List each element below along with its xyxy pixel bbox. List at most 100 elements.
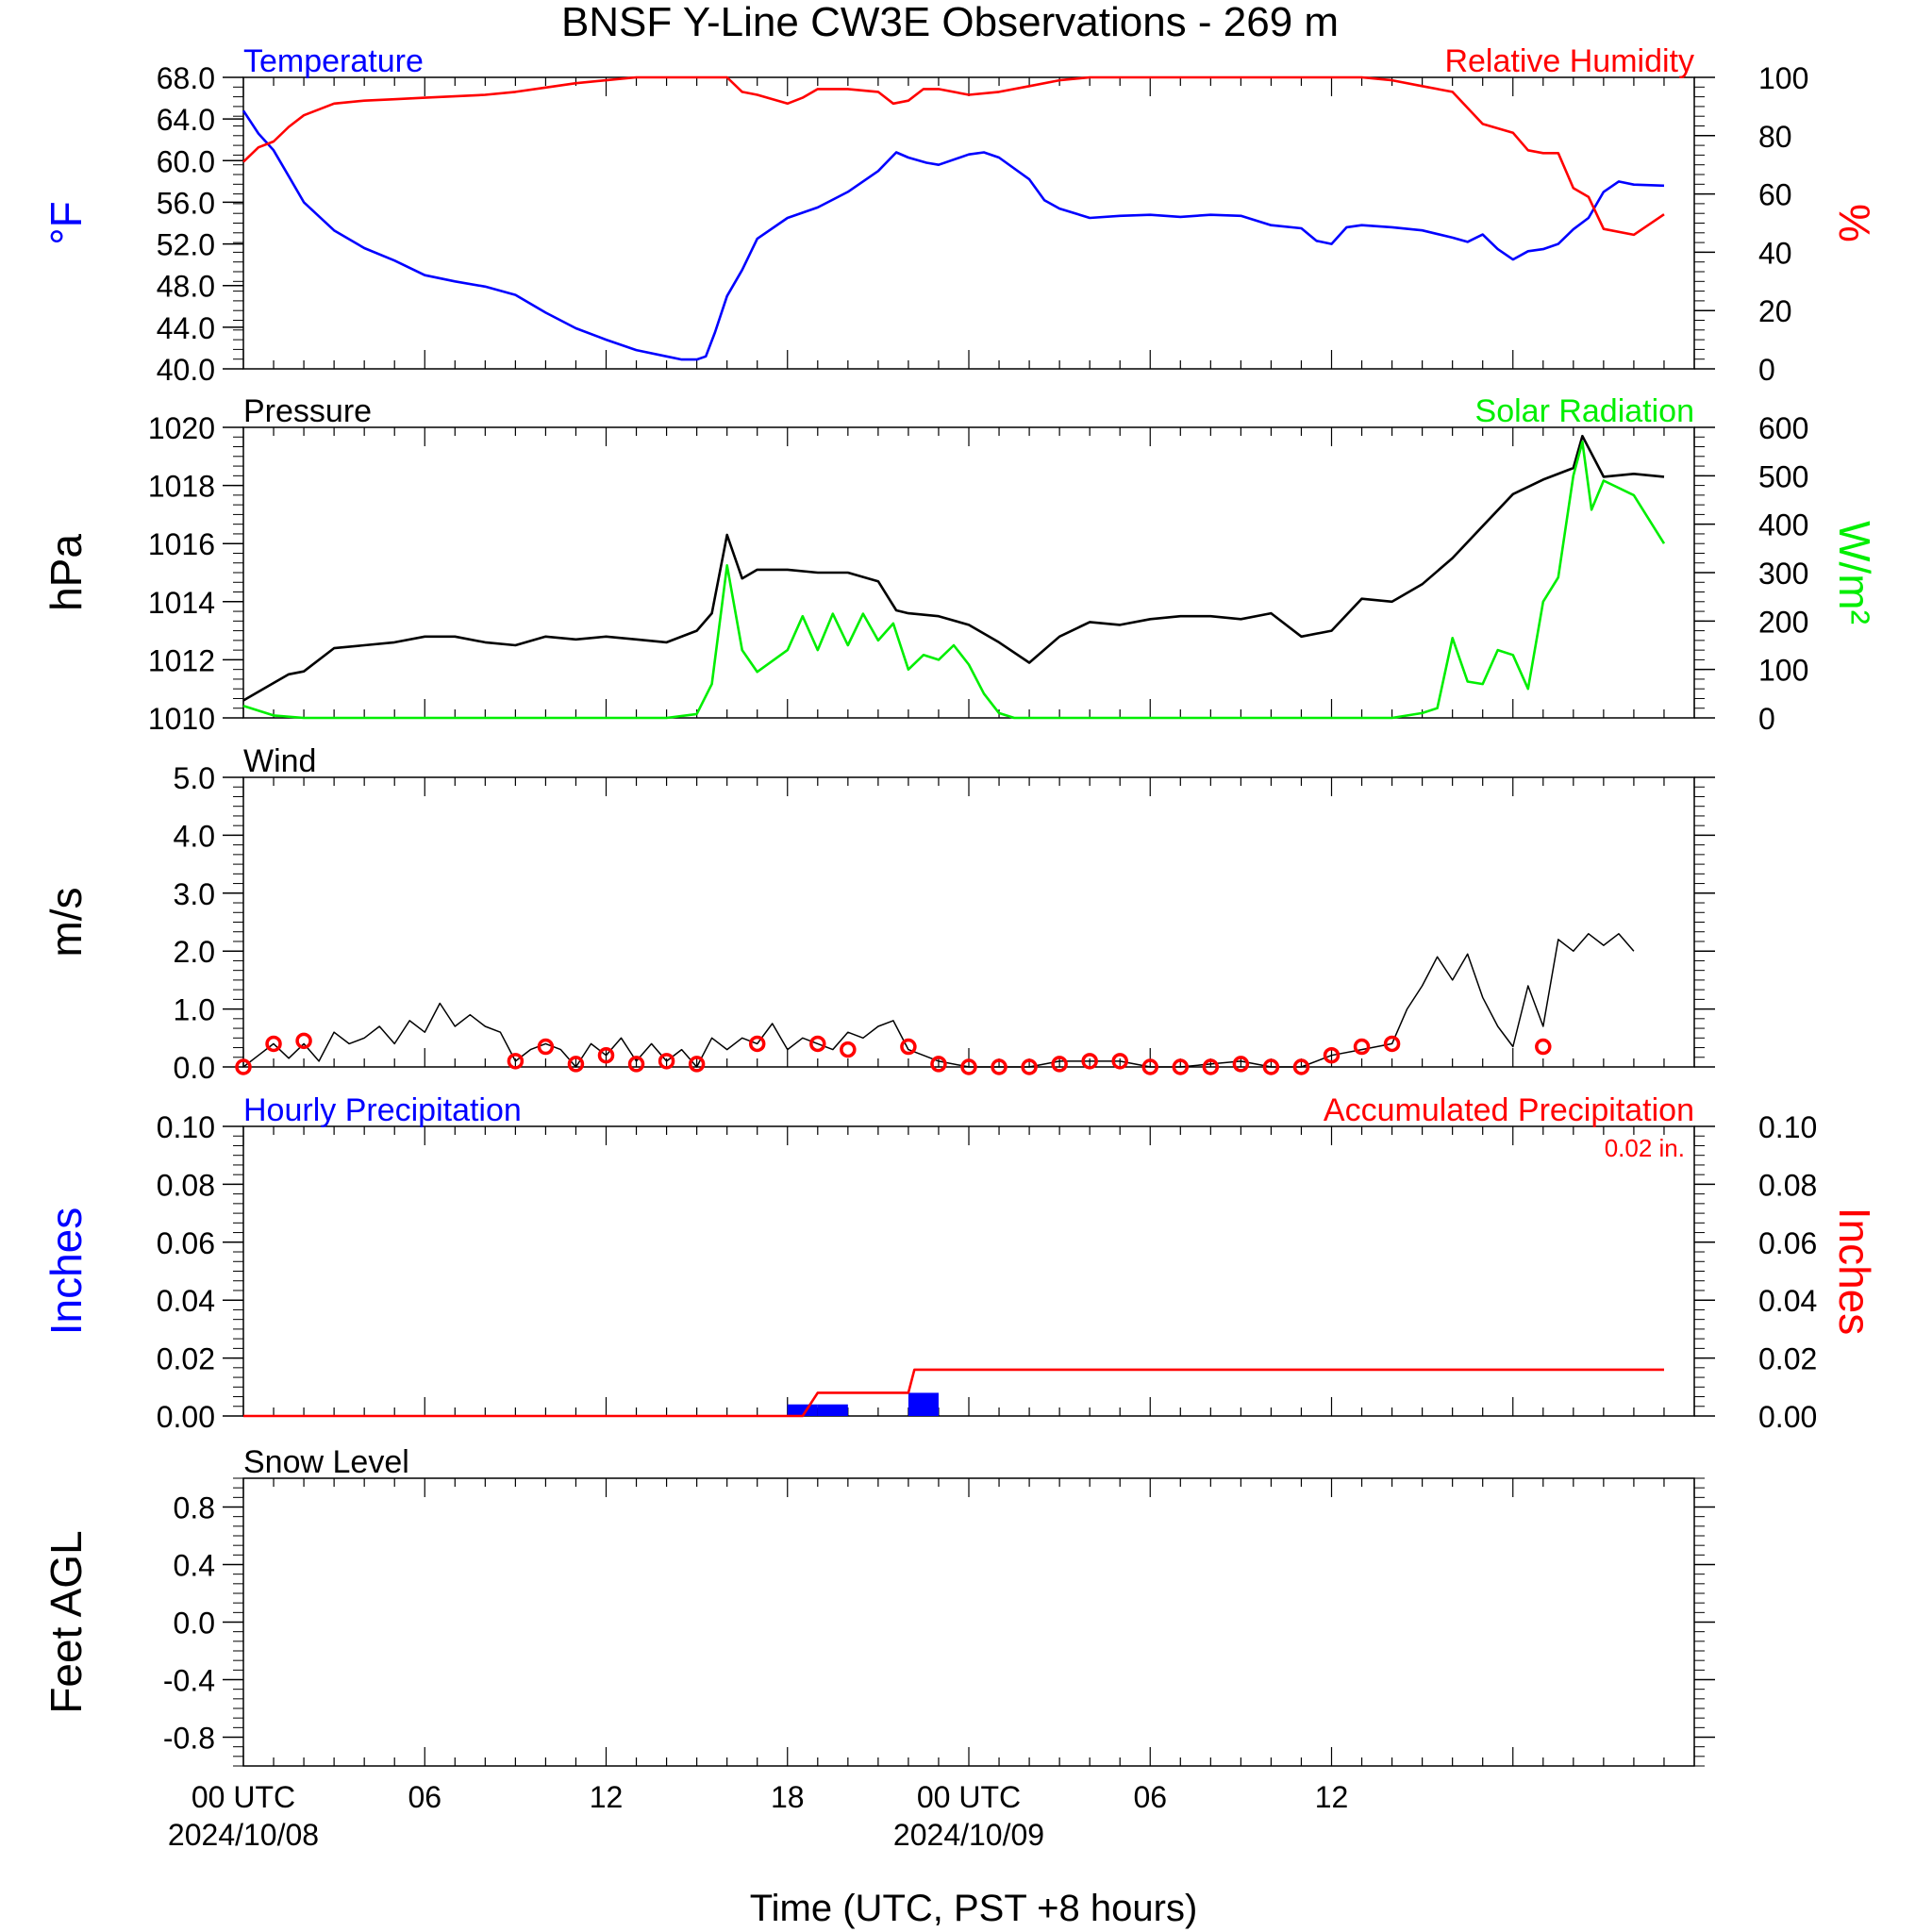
y-tick-label: 1014 — [148, 586, 215, 620]
precip-bar — [908, 1392, 939, 1416]
wind-obs-marker — [1232, 1056, 1250, 1073]
wind-obs-marker — [809, 1035, 826, 1053]
y-tick-label: 56.0 — [157, 186, 215, 220]
series-line — [243, 1368, 1664, 1418]
wind-obs-marker — [1353, 1038, 1371, 1056]
panel-left-title: Wind — [243, 743, 316, 779]
x-tick-label: 06 — [1133, 1780, 1167, 1814]
x-tick-label: 12 — [590, 1780, 624, 1814]
y-right-tick-label: 0 — [1758, 702, 1775, 736]
y-tick-label: 1020 — [148, 411, 215, 445]
y-right-tick-label: 100 — [1758, 61, 1808, 95]
wind-obs-marker — [1262, 1058, 1280, 1075]
y-tick-label: 5.0 — [174, 761, 215, 795]
y-right-tick-label: 500 — [1758, 459, 1808, 493]
y-right-tick-label: 100 — [1758, 654, 1808, 688]
y-tick-label: 1018 — [148, 470, 215, 504]
y-right-unit-label: % — [1830, 204, 1879, 242]
wind-obs-marker — [1021, 1058, 1038, 1075]
y-tick-label: 0.4 — [174, 1549, 215, 1583]
wind-obs-marker — [1081, 1053, 1098, 1070]
panel-precip: 0.10 0.08 0.06 0.04 0.02 0.00 0.10 0.08 0.06 0.04… — [42, 1092, 1879, 1434]
y-right-tick-label: 200 — [1758, 605, 1808, 639]
y-right-tick-label: 60 — [1758, 178, 1792, 212]
wind-obs-marker — [748, 1035, 766, 1053]
y-tick-label: 2.0 — [174, 935, 215, 969]
panel-left-title: Temperature — [243, 43, 424, 79]
panel-wind: 5.0 4.0 3.0 2.0 1.0 0.0 Wind m/s — [42, 743, 1715, 1085]
y-right-tick-label: 40 — [1758, 236, 1792, 270]
wind-obs-marker — [900, 1038, 917, 1056]
panel-right-title: Accumulated Precipitation — [1324, 1092, 1694, 1128]
y-tick-label: 0.06 — [157, 1226, 215, 1260]
series-line — [242, 434, 1665, 702]
wind-obs-marker — [507, 1053, 525, 1070]
x-tick-label: 00 UTC — [192, 1780, 295, 1814]
y-tick-label: 0.02 — [157, 1342, 215, 1376]
wind-obs-marker — [991, 1058, 1008, 1075]
wind-obs-marker — [658, 1053, 675, 1070]
y-unit-label: hPa — [42, 534, 91, 611]
x-date-label: 2024/10/09 — [893, 1818, 1044, 1852]
x-tick-label: 06 — [408, 1780, 441, 1814]
y-right-tick-label: 80 — [1758, 120, 1792, 154]
y-tick-label: 64.0 — [157, 103, 215, 137]
chart-title: BNSF Y-Line CW3E Observations - 269 m — [561, 0, 1339, 45]
y-right-unit-label: Inches — [1830, 1208, 1879, 1336]
y-right-tick-label: 0.06 — [1758, 1226, 1817, 1260]
panel-left-title: Snow Level — [243, 1444, 409, 1480]
y-tick-label: 4.0 — [174, 819, 215, 853]
y-tick-label: 1010 — [148, 702, 215, 736]
wind-obs-marker — [1292, 1058, 1310, 1075]
y-unit-label: Inches — [42, 1208, 91, 1336]
y-tick-label: 1012 — [148, 643, 215, 677]
wind-obs-marker — [537, 1038, 555, 1056]
series-line — [242, 441, 1666, 720]
y-tick-label: 44.0 — [157, 311, 215, 345]
y-tick-label: 0.10 — [157, 1110, 215, 1144]
wind-obs-marker — [567, 1056, 585, 1073]
panel-right-title: Relative Humidity — [1444, 43, 1694, 79]
y-right-tick-label: 0 — [1758, 353, 1775, 387]
wind-obs-marker — [295, 1032, 312, 1050]
y-unit-label: Feet AGL — [42, 1530, 91, 1713]
y-right-unit-label: W/m² — [1830, 521, 1879, 625]
y-tick-label: 0.0 — [174, 1607, 215, 1641]
wind-obs-marker — [1172, 1058, 1190, 1075]
y-right-tick-label: 300 — [1758, 557, 1808, 591]
panel-left-title: Hourly Precipitation — [243, 1092, 522, 1128]
y-right-tick-label: 0.08 — [1758, 1168, 1817, 1202]
panel-snow: 0.8 0.4 0.0 -0.4 -0.8 Snow Level Feet AGL — [42, 1444, 1715, 1767]
panel-temp_rh: 68.0 64.0 60.0 56.0 52.0 48.0 44.0 40.0 100 80 60 4… — [42, 43, 1879, 387]
y-right-tick-label: 400 — [1758, 508, 1808, 542]
y-tick-label: 0.00 — [157, 1400, 215, 1434]
x-date-label: 2024/10/08 — [168, 1818, 319, 1852]
y-right-tick-label: 0.00 — [1758, 1400, 1817, 1434]
y-tick-label: 0.08 — [157, 1168, 215, 1202]
x-tick-label: 18 — [771, 1780, 805, 1814]
wind-obs-marker — [1535, 1038, 1552, 1056]
wind-obs-marker — [1111, 1053, 1128, 1070]
wind-obs-marker — [1202, 1058, 1220, 1075]
wind-obs-marker — [688, 1056, 706, 1073]
y-tick-label: 60.0 — [157, 144, 215, 178]
wind-obs-marker — [930, 1056, 947, 1073]
x-axis: 00 UTC 2024/10/08 06 12 18 00 UTC 2024/10/09 06… — [168, 1780, 1348, 1852]
wind-obs-marker — [1323, 1046, 1341, 1064]
panel-pres_solar: 1020 1018 1016 1014 1012 1010 600 500 400 300 200 1… — [42, 393, 1879, 736]
y-right-tick-label: 0.02 — [1758, 1342, 1817, 1376]
y-tick-label: 0.04 — [157, 1284, 215, 1318]
y-unit-label: °F — [42, 201, 91, 245]
y-tick-label: 0.0 — [174, 1051, 215, 1085]
y-right-tick-label: 0.04 — [1758, 1284, 1817, 1318]
wind-obs-marker — [627, 1056, 645, 1073]
wind-obs-marker — [840, 1041, 857, 1058]
precip-bar — [787, 1404, 818, 1416]
y-right-tick-label: 0.10 — [1758, 1110, 1817, 1144]
wind-obs-marker — [235, 1058, 252, 1075]
y-tick-label: 1016 — [148, 527, 215, 561]
wind-obs-marker — [1141, 1058, 1158, 1075]
wind-obs-marker — [1383, 1035, 1401, 1053]
